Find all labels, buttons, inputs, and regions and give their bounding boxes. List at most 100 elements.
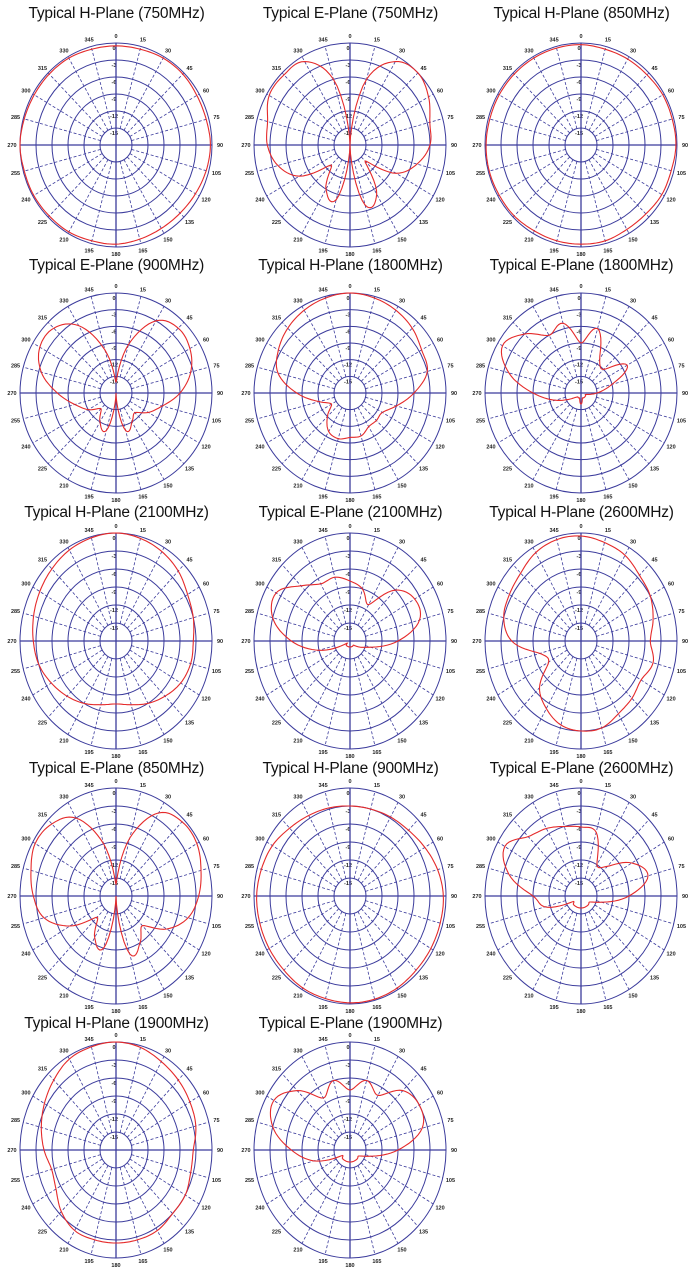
radial-tick-label: -12: [344, 1117, 352, 1123]
grid-spoke: [588, 306, 630, 379]
angle-tick-label: 180: [345, 252, 354, 258]
grid-spoke: [324, 658, 347, 746]
grid-spoke: [497, 586, 568, 633]
angle-tick-label: 60: [668, 582, 674, 588]
grid-spoke: [131, 900, 209, 925]
angle-tick-label: 315: [38, 558, 47, 564]
angle-tick-label: 75: [213, 115, 219, 121]
grid-spoke: [584, 791, 607, 879]
angle-tick-label: 285: [11, 115, 20, 121]
grid-spoke: [47, 404, 105, 464]
chart-title: Typical E-Plane (750MHz): [262, 5, 439, 22]
angle-tick-label: 45: [651, 813, 657, 819]
angle-tick-label: 165: [372, 248, 381, 254]
angle-tick-label: 0: [348, 779, 351, 785]
grid-spoke: [361, 1073, 419, 1138]
angle-tick-label: 105: [677, 669, 686, 675]
angle-tick-label: 300: [21, 1091, 30, 1097]
angle-tick-label: 315: [272, 315, 281, 321]
angle-tick-label: 210: [293, 237, 302, 243]
grid-spoke: [131, 645, 209, 670]
radial-tick-label: -15: [110, 379, 118, 385]
grid-spoke: [119, 46, 142, 129]
angle-tick-label: 45: [186, 558, 192, 564]
angle-tick-label: 75: [447, 115, 453, 121]
radial-tick-label: -15: [110, 131, 118, 137]
angle-tick-label: 300: [255, 837, 264, 843]
grid-spoke: [131, 1121, 209, 1146]
chart-title: Typical H-Plane (750MHz): [28, 5, 205, 22]
grid-spoke: [129, 1158, 200, 1205]
angle-tick-label: 105: [446, 1178, 455, 1184]
grid-spoke: [512, 404, 570, 464]
angle-tick-label: 345: [318, 528, 327, 534]
grid-spoke: [532, 407, 574, 480]
radial-tick-label: -3: [112, 63, 117, 69]
angle-tick-label: 15: [140, 1037, 146, 1043]
grid-spoke: [266, 904, 337, 951]
angle-tick-label: 285: [245, 115, 254, 121]
grid-spoke: [497, 153, 568, 197]
grid-spoke: [555, 791, 578, 879]
angle-tick-label: 345: [549, 783, 558, 789]
radial-tick-label: -15: [344, 626, 352, 632]
angle-tick-label: 270: [472, 894, 481, 900]
grid-spoke: [488, 149, 566, 172]
angle-tick-label: 135: [419, 1229, 428, 1235]
grid-spoke: [588, 407, 630, 480]
angle-tick-label: 330: [59, 49, 68, 55]
angle-tick-label: 135: [650, 975, 659, 981]
grid-spoke: [532, 306, 574, 379]
angle-tick-label: 225: [272, 467, 281, 473]
angle-tick-label: 135: [419, 720, 428, 726]
angle-tick-label: 315: [503, 813, 512, 819]
grid-spoke: [555, 46, 578, 129]
grid-spoke: [555, 658, 578, 746]
angle-tick-label: 315: [38, 315, 47, 321]
angle-tick-label: 300: [21, 582, 30, 588]
angle-tick-label: 285: [245, 609, 254, 615]
angle-tick-label: 255: [245, 924, 254, 930]
angle-tick-label: 45: [186, 315, 192, 321]
grid-spoke: [584, 536, 607, 624]
radial-tick-label: -12: [110, 1117, 118, 1123]
grid-spoke: [257, 867, 335, 892]
radial-tick-label: -15: [575, 131, 583, 137]
angle-tick-label: 120: [435, 952, 444, 958]
angle-tick-label: 225: [503, 467, 512, 473]
angle-tick-label: 225: [272, 975, 281, 981]
angle-tick-label: 120: [201, 1206, 210, 1212]
grid-spoke: [324, 791, 347, 879]
angle-tick-label: 270: [241, 143, 250, 149]
grid-spoke: [512, 819, 570, 884]
grid-spoke: [363, 93, 434, 137]
angle-tick-label: 75: [447, 609, 453, 615]
angle-tick-label: 210: [293, 994, 302, 1000]
angle-tick-label: 105: [212, 171, 221, 177]
grid-spoke: [47, 653, 105, 718]
radial-tick-label: 0: [346, 536, 349, 542]
grid-spoke: [257, 366, 335, 390]
angle-tick-label: 300: [255, 582, 264, 588]
grid-spoke: [129, 904, 200, 951]
radial-tick-label: -3: [346, 63, 351, 69]
angle-tick-label: 285: [476, 864, 485, 870]
angle-tick-label: 270: [7, 639, 16, 645]
angle-tick-label: 135: [650, 220, 659, 226]
chart-title: Typical E-Plane (850MHz): [28, 760, 205, 777]
grid-spoke: [596, 396, 674, 420]
angle-tick-label: 0: [348, 524, 351, 530]
angle-tick-label: 195: [549, 750, 558, 756]
grid-spoke: [281, 908, 339, 973]
grid-spoke: [555, 296, 578, 378]
angle-tick-label: 75: [213, 1118, 219, 1124]
angle-tick-label: 195: [84, 494, 93, 500]
angle-tick-label: 330: [59, 1048, 68, 1054]
grid-spoke: [119, 658, 142, 746]
grid-spoke: [32, 904, 103, 951]
angle-tick-label: 105: [677, 924, 686, 930]
angle-tick-label: 255: [245, 171, 254, 177]
angle-tick-label: 120: [201, 445, 210, 451]
polar-chart: 0 -3 -6 -9 -12 -15 0 15 30 45 60 75 90 105 120 135 150 16…: [7, 779, 223, 1015]
angle-tick-label: 255: [476, 419, 485, 425]
